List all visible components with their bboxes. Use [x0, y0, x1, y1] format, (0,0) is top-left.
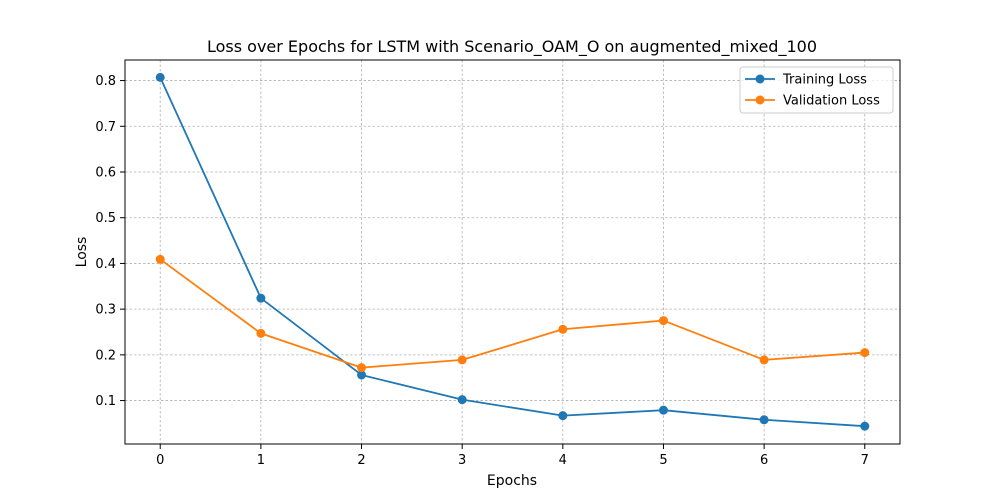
training-loss-point [658, 405, 668, 415]
training-loss-point [357, 370, 367, 380]
x-tick-label: 5 [659, 453, 667, 468]
y-tick-label: 0.5 [95, 211, 116, 226]
legend-validation-loss-marker [755, 95, 765, 105]
y-tick-label: 0.1 [95, 394, 116, 409]
validation-loss-point [357, 363, 367, 373]
axis-ticks: 0 1 2 3 4 5 6 7 0.1 0.2 0.3 0.4 0.5 0.6 0.7 0.8 [95, 74, 869, 468]
series-layer [155, 72, 870, 431]
legend-validation-loss-label: Validation Loss [783, 94, 880, 109]
training-loss-point [457, 395, 467, 405]
validation-loss-point [759, 355, 769, 365]
validation-loss-point [256, 328, 266, 338]
training-loss-point [558, 411, 568, 421]
training-loss-line [159, 76, 865, 428]
grid [125, 60, 900, 444]
validation-loss-line [159, 258, 865, 369]
training-loss-point [860, 421, 870, 431]
legend: Training Loss Validation Loss [739, 66, 894, 114]
legend-training-loss-marker [755, 74, 765, 84]
x-tick-label: 1 [257, 453, 265, 468]
x-tick-label: 4 [559, 453, 567, 468]
x-tick-label: 0 [156, 453, 164, 468]
training-loss-point [759, 415, 769, 425]
y-axis-label: Loss [74, 237, 90, 268]
legend-training-loss-label: Training Loss [782, 73, 867, 88]
y-tick-label: 0.4 [95, 257, 116, 272]
validation-loss-point [155, 254, 165, 264]
x-tick-label: 6 [760, 453, 768, 468]
validation-loss-point [558, 324, 568, 334]
x-tick-label: 3 [458, 453, 466, 468]
validation-loss-point [658, 316, 668, 326]
validation-loss-point [860, 348, 870, 358]
validation-loss-point [457, 355, 467, 365]
training-loss-point [256, 293, 266, 303]
legend-box [739, 66, 894, 114]
y-tick-label: 0.2 [95, 348, 116, 363]
y-tick-label: 0.7 [95, 120, 116, 135]
y-tick-label: 0.3 [95, 303, 116, 318]
plot-area-frame [124, 59, 901, 445]
x-axis-label: Epochs [487, 473, 537, 489]
training-loss-point [155, 72, 165, 82]
x-tick-label: 2 [357, 453, 365, 468]
x-tick-label: 7 [861, 453, 869, 468]
y-tick-label: 0.8 [95, 74, 116, 89]
y-tick-label: 0.6 [95, 166, 116, 181]
chart-title: Loss over Epochs for LSTM with Scenario_… [207, 37, 817, 57]
